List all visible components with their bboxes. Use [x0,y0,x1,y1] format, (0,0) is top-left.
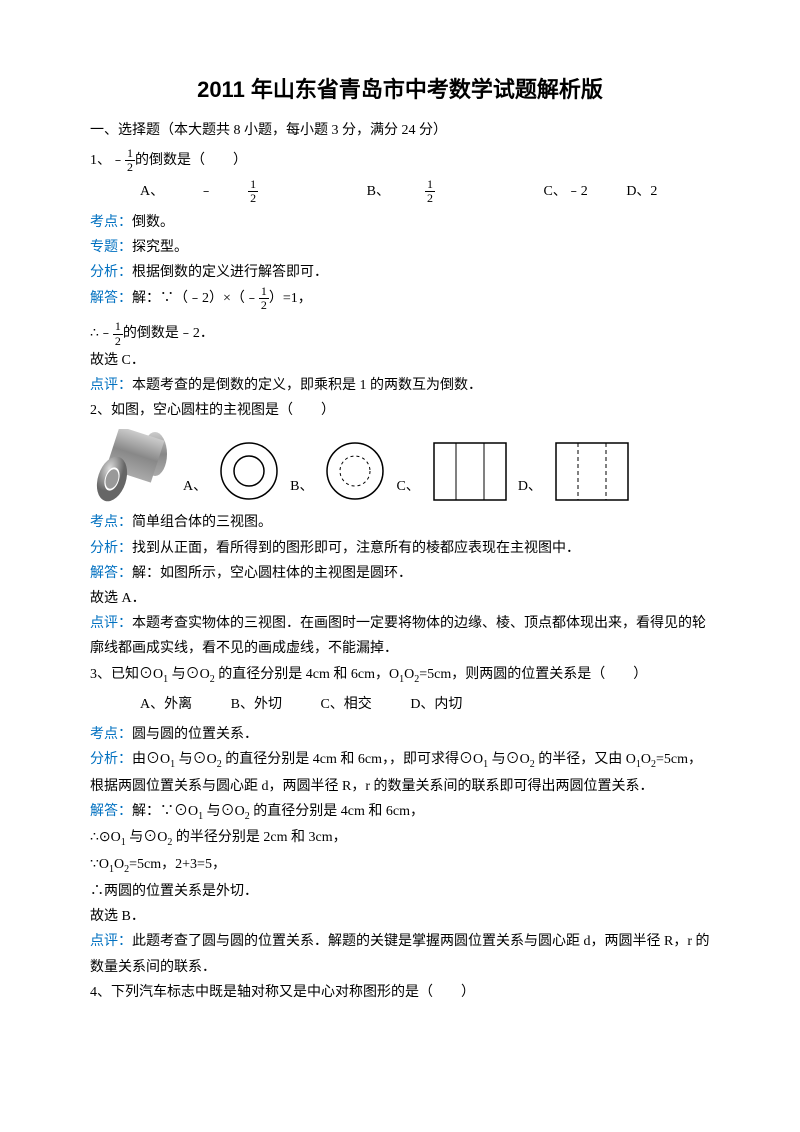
kaodian-label: 考点： [90,215,132,230]
q3-opt-b: B、外切 [231,697,282,712]
cylinder-3d-icon [90,429,175,504]
q1-neg: ﹣ [111,153,125,168]
q3-jieda: 解答：解：∵⊙O1 与⊙O2 的直径分别是 4cm 和 6cm， [90,799,710,826]
q2-opt-c-label: C、 [396,474,419,499]
question-1: 1、﹣12的倒数是（ ） [90,147,710,174]
q2-dianping: 点评：本题考查实物体的三视图．在画图时一定要将物体的边缘、棱、顶点都体现出来，看… [90,611,710,661]
jieda-label: 解答： [90,291,132,306]
q1-options: A、﹣12 B、12 C、﹣2 D、2 [90,178,710,205]
q2-answer: 故选 A． [90,586,710,611]
q3-opt-a: A、外离 [140,697,192,712]
q3-fenxi: 分析：由⊙O1 与⊙O2 的直径分别是 4cm 和 6cm，，即可求得⊙O1 与… [90,747,710,799]
rect-dashed-icon [552,439,632,504]
q3-opt-d: D、内切 [410,697,462,712]
q2-stem: 2、如图，空心圆柱的主视图是（ ） [90,398,710,423]
zhuanti-label: 专题： [90,240,132,255]
zhuanti-text: 探究型。 [132,240,188,255]
q2-opt-d-label: D、 [518,474,542,499]
rect-solid-icon [430,439,510,504]
q3-opt-c: C、相交 [320,697,371,712]
q4-stem: 4、下列汽车标志中既是轴对称又是中心对称图形的是（ ） [90,980,710,1005]
q3-answer: 故选 B． [90,904,710,929]
q3-line4: ∴两圆的位置关系是外切． [90,879,710,904]
q1-fenxi: 分析：根据倒数的定义进行解答即可． [90,260,710,285]
q1-zhuanti: 专题：探究型。 [90,235,710,260]
circle-dashed-icon [323,439,388,504]
q2-kaodian: 考点：简单组合体的三视图。 [90,510,710,535]
q2-images: A、 B、 C、 D、 [90,429,710,504]
fenxi-label: 分析： [90,265,132,280]
dianping-label: 点评： [90,378,132,393]
q1-dianping: 点评：本题考查的是倒数的定义，即乘积是 1 的两数互为倒数． [90,373,710,398]
q3-dianping: 点评：此题考查了圆与圆的位置关系．解题的关键是掌握两圆位置关系与圆心距 d，两圆… [90,929,710,979]
q1-jieda: 解答：解：∵（﹣2）×（﹣12）=1， [90,285,710,312]
kaodian-text: 倒数。 [132,215,174,230]
section-header: 一、选择题（本大题共 8 小题，每小题 3 分，满分 24 分） [90,118,710,143]
jieda-text1: 解：∵（﹣2）×（ [132,291,245,306]
q2-opt-b-label: B、 [290,474,313,499]
annulus-icon [217,439,282,504]
q1-opt-a: A、﹣12 [140,184,328,199]
page-title: 2011 年山东省青岛市中考数学试题解析版 [90,70,710,110]
q2-jieda: 解答：解：如图所示，空心圆柱体的主视图是圆环． [90,561,710,586]
dianping-text: 本题考查的是倒数的定义，即乘积是 1 的两数互为倒数． [132,378,482,393]
q3-stem: 3、已知⊙O1 与⊙O2 的直径分别是 4cm 和 6cm，O1O2=5cm，则… [90,662,710,689]
q3-line3: ∵O1O2=5cm，2+3=5， [90,852,710,879]
q2-opt-a-label: A、 [183,474,207,499]
q3-kaodian: 考点：圆与圆的位置关系． [90,722,710,747]
q1-conclusion: ∴﹣12的倒数是﹣2． [90,320,710,347]
q1-opt-d: D、2 [626,184,657,199]
q3-line2: ∴⊙O1 与⊙O2 的半径分别是 2cm 和 3cm， [90,825,710,852]
q1-opt-c: C、﹣2 [543,184,587,199]
q1-stem-suffix: 的倒数是（ ） [135,153,247,168]
q1-stem-prefix: 1、 [90,153,111,168]
q3-options: A、外离 B、外切 C、相交 D、内切 [90,692,710,717]
jieda-text2: ）=1， [269,291,312,306]
q1-kaodian: 考点：倒数。 [90,210,710,235]
q2-fenxi: 分析：找到从正面，看所得到的图形即可，注意所有的棱都应表现在主视图中． [90,536,710,561]
fenxi-text: 根据倒数的定义进行解答即可． [132,265,328,280]
q1-opt-b: B、12 [367,184,505,199]
q1-fraction: 12 [125,147,135,174]
q1-answer: 故选 C． [90,348,710,373]
